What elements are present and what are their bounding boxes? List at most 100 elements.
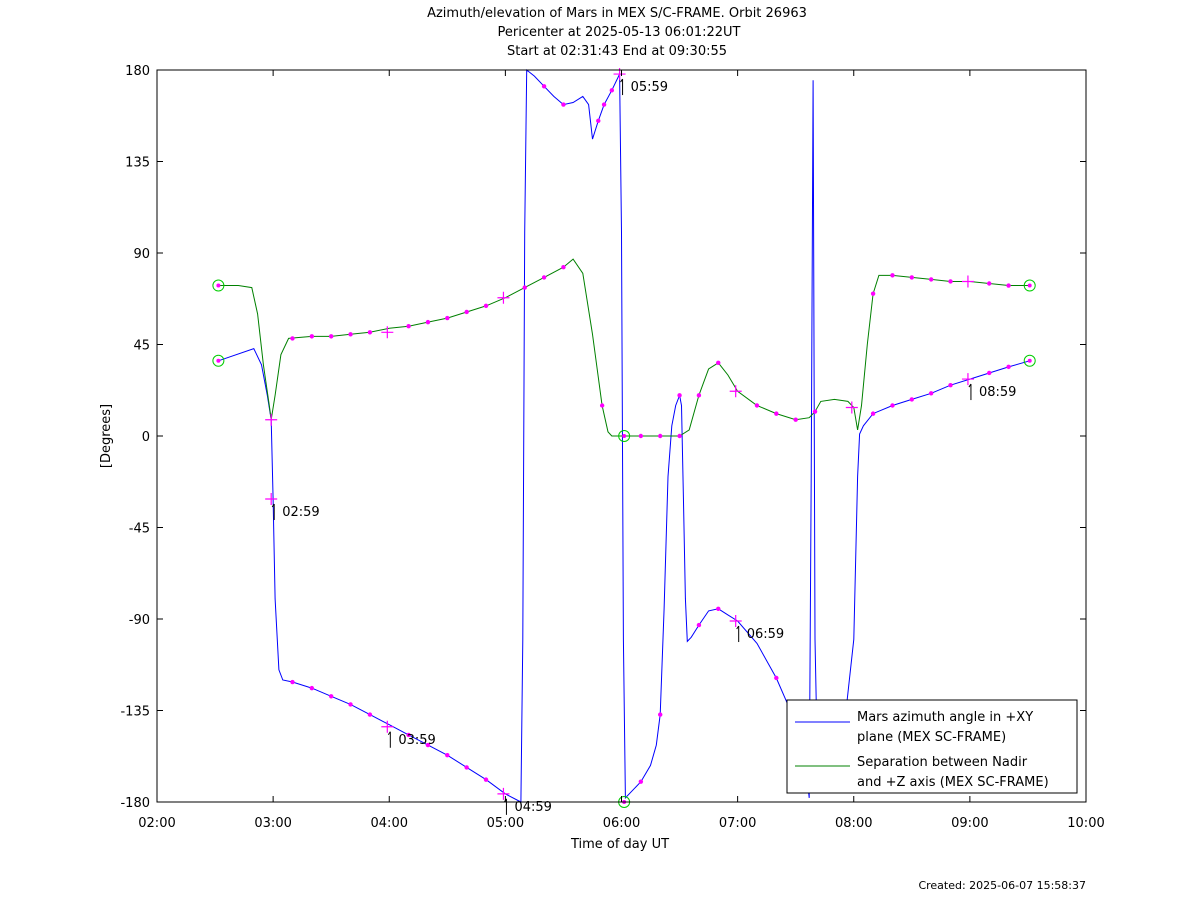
hour-cross-marker — [729, 615, 742, 628]
time-label: 08:59 — [979, 385, 1016, 400]
legend: Mars azimuth angle in +XY plane (MEX SC-… — [786, 699, 1078, 794]
data-point-dot — [948, 279, 953, 284]
data-point-dot — [406, 324, 411, 329]
y-tick-label: 135 — [125, 156, 150, 171]
created-footer: Created: 2025-06-07 15:58:37 — [918, 879, 1086, 892]
hour-cross-marker — [961, 373, 974, 386]
data-point-dot — [870, 411, 876, 416]
hour-cross-marker — [381, 720, 394, 733]
data-point-dot — [290, 679, 295, 685]
data-point-dot — [367, 712, 373, 717]
series-line-1 — [218, 258, 1030, 437]
data-point-dot — [870, 291, 876, 296]
data-point-dot — [658, 712, 663, 717]
data-point-dot — [696, 622, 702, 628]
data-point-dot — [812, 409, 818, 414]
data-point-dot — [406, 732, 411, 738]
data-point-dot — [348, 702, 353, 707]
data-point-dot — [290, 336, 295, 341]
data-point-dot — [328, 694, 334, 699]
data-point-dot — [754, 403, 760, 408]
time-label-hook — [387, 731, 391, 736]
hour-cross-marker — [497, 291, 510, 304]
data-point-dot — [774, 411, 779, 416]
hour-cross-marker — [497, 787, 510, 800]
time-label-hook — [620, 78, 623, 83]
endpoint-dot — [216, 283, 221, 288]
data-point-dot — [909, 275, 915, 280]
chart-title-line-2: Pericenter at 2025-05-13 06:01:22UT — [497, 25, 740, 40]
data-point-dot — [464, 309, 469, 315]
endpoint-dot — [216, 358, 221, 363]
x-tick-label: 07:00 — [719, 816, 756, 831]
time-labels: 02:59 03:59 04:59 05:59 06:59 08:59 — [271, 78, 1016, 815]
legend-box — [786, 699, 1078, 794]
data-point-dot — [716, 360, 721, 365]
time-label: 02:59 — [282, 505, 319, 520]
chart-title-line-1: Azimuth/elevation of Mars in MEX S/C-FRA… — [427, 6, 807, 21]
data-point-dot — [483, 303, 489, 309]
y-tick-label: 45 — [133, 339, 150, 354]
y-tick-label: 90 — [133, 247, 150, 262]
endpoint-circle-marker — [212, 279, 225, 292]
y-axis-label: [Degrees] — [99, 404, 114, 468]
data-point-dot — [890, 403, 895, 408]
data-point-dot — [367, 330, 373, 335]
data-point-dot — [596, 118, 601, 124]
endpoint-circle-marker — [212, 354, 225, 367]
x-tick-label: 10:00 — [1067, 816, 1104, 831]
data-point-dot — [541, 275, 547, 280]
data-point-dot — [309, 334, 315, 339]
data-point-dot — [348, 332, 353, 337]
x-axis: 02:00 03:00 04:00 05:00 06:00 07:00 08:00 09:00… — [138, 70, 1105, 831]
data-point-dot — [928, 277, 934, 282]
data-point-dot — [987, 281, 992, 286]
chart-title-line-3: Start at 02:31:43 End at 09:30:55 — [507, 44, 727, 59]
legend-label-azimuth: Mars azimuth angle in +XY plane (MEX SC-… — [857, 710, 1037, 745]
data-point-dot — [696, 393, 702, 398]
hour-cross-marker — [729, 385, 742, 398]
y-tick-label: -45 — [129, 522, 150, 537]
data-point-dot — [928, 391, 934, 396]
time-label: 03:59 — [398, 733, 435, 748]
endpoint-dot — [1027, 358, 1032, 363]
time-label: 06:59 — [747, 627, 784, 642]
hour-cross-marker — [265, 413, 278, 426]
endpoint-circle-marker — [1023, 354, 1036, 367]
data-point-dot — [1006, 283, 1011, 288]
data-point-dot — [445, 315, 450, 321]
y-tick-label: 180 — [125, 64, 150, 79]
data-point-dot — [328, 334, 334, 339]
data-point-dot — [658, 433, 663, 439]
data-point-dot — [522, 285, 527, 290]
x-tick-label: 08:00 — [835, 816, 872, 831]
y-tick-label: -180 — [120, 796, 150, 811]
data-point-dot — [464, 765, 469, 770]
time-label: 05:59 — [631, 80, 668, 95]
endpoint-dot — [1027, 283, 1032, 288]
data-point-dot — [309, 685, 315, 691]
time-label-hook — [736, 625, 740, 630]
x-axis-label: Time of day UT — [570, 837, 669, 852]
data-point-dot — [561, 102, 566, 107]
data-point-dot — [948, 382, 953, 388]
data-point-dot — [677, 393, 682, 398]
endpoint-circle-marker — [618, 430, 631, 442]
data-point-dot — [425, 319, 431, 325]
time-label: 04:59 — [514, 800, 551, 815]
plot-markers — [212, 68, 1036, 808]
data-point-dot — [609, 88, 615, 93]
y-tick-label: -135 — [120, 705, 150, 720]
data-point-dot — [425, 742, 431, 748]
hour-cross-marker — [961, 275, 974, 288]
y-tick-label: 0 — [142, 430, 150, 445]
y-tick-label: -90 — [129, 613, 150, 628]
data-point-dot — [909, 397, 915, 402]
legend-label-separation: Separation between Nadir and +Z axis (ME… — [857, 755, 1049, 790]
data-point-dot — [987, 370, 992, 376]
endpoint-dot — [622, 434, 627, 438]
data-point-dot — [716, 606, 721, 612]
data-point-dot — [638, 433, 644, 439]
y-axis: 180 135 90 45 0 -45 -90 -135 -180 — [120, 64, 1086, 811]
data-point-dot — [1006, 364, 1011, 370]
